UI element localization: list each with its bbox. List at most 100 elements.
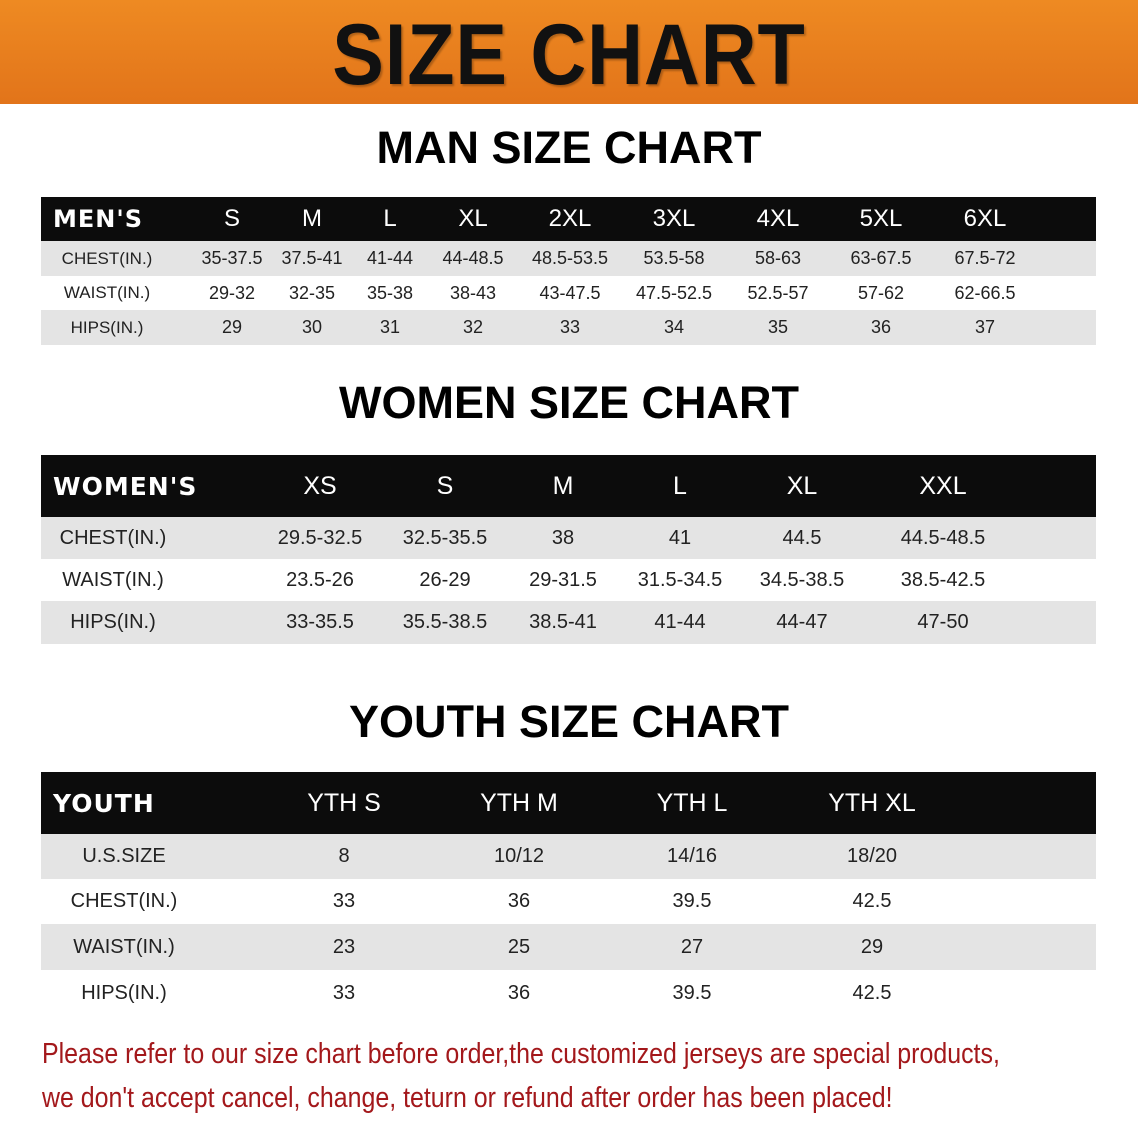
size-column-header: M bbox=[302, 205, 322, 232]
measurement-cell: 29 bbox=[221, 317, 243, 337]
measurement-cell: 53.5-58 bbox=[643, 248, 705, 268]
measurement-cell: 35 bbox=[767, 317, 789, 337]
measurement-cell: 30 bbox=[301, 317, 323, 337]
table-row: HIPS(IN.) 33-35.5 35.5-38.5 38.5-41 41-44 44-… bbox=[41, 601, 1096, 644]
notice-line-1: Please refer to our size chart before or… bbox=[42, 1038, 1000, 1070]
measurement-cell: 39.5 bbox=[672, 981, 712, 1004]
measurement-cell: 31 bbox=[379, 317, 401, 337]
measurement-cell: 38.5-42.5 bbox=[900, 568, 986, 591]
measurement-cell: 37.5-41 bbox=[281, 248, 343, 268]
row-label: CHEST(IN.) bbox=[70, 890, 178, 912]
row-label: HIPS(IN.) bbox=[81, 981, 167, 1004]
measurement-cell: 58-63 bbox=[754, 248, 802, 268]
measurement-cell: 33 bbox=[332, 981, 356, 1004]
notice-line-2: we don't accept cancel, change, teturn o… bbox=[42, 1082, 893, 1114]
table-row: HIPS(IN.) 29 30 31 32 33 34 35 36 37 bbox=[41, 310, 1096, 345]
table-header-label: MEN'S bbox=[53, 205, 143, 233]
size-column-header: YTH XL bbox=[828, 788, 916, 817]
measurement-cell: 35-37.5 bbox=[201, 248, 263, 268]
size-column-header: 5XL bbox=[859, 205, 903, 232]
table-row: CHEST(IN.) 29.5-32.5 32.5-35.5 38 41 44.5 44.5… bbox=[41, 517, 1096, 559]
measurement-cell: 57-62 bbox=[857, 282, 905, 303]
measurement-cell: 18/20 bbox=[846, 845, 898, 867]
banner-title: SIZE CHART bbox=[332, 7, 806, 103]
row-label: CHEST(IN.) bbox=[61, 248, 153, 268]
measurement-cell: 39.5 bbox=[672, 890, 712, 912]
row-label: U.S.SIZE bbox=[82, 845, 166, 867]
size-column-header: S bbox=[436, 471, 454, 500]
measurement-cell: 42.5 bbox=[852, 981, 892, 1004]
table-row: HIPS(IN.) 33 36 39.5 42.5 bbox=[41, 970, 1096, 1016]
row-label: HIPS(IN.) bbox=[70, 611, 156, 633]
table-header-label: YOUTH bbox=[53, 788, 155, 818]
size-column-header: YTH M bbox=[480, 788, 558, 817]
measurement-cell: 33-35.5 bbox=[286, 611, 354, 633]
measurement-cell: 41-44 bbox=[654, 611, 706, 633]
size-column-header: XL bbox=[458, 205, 488, 232]
size-column-header: S bbox=[223, 205, 241, 232]
size-column-header: YTH S bbox=[307, 788, 381, 817]
women-size-table: WOMEN'S XS S M L XL XXL CHEST(IN.) 29.5-32.5 32.5… bbox=[41, 455, 1096, 645]
youth-section-title: YOUTH SIZE CHART bbox=[348, 696, 789, 747]
youth-table-header: YOUTH YTH S YTH M YTH L YTH XL bbox=[41, 772, 1096, 834]
measurement-cell: 35.5-38.5 bbox=[402, 611, 488, 633]
row-label: WAIST(IN.) bbox=[63, 283, 151, 302]
measurement-cell: 42.5 bbox=[852, 890, 892, 912]
measurement-cell: 62-66.5 bbox=[954, 282, 1016, 303]
measurement-cell: 44-47 bbox=[776, 611, 828, 633]
measurement-cell: 29.5-32.5 bbox=[277, 526, 363, 549]
size-column-header: 4XL bbox=[756, 205, 800, 232]
table-row: CHEST(IN.) 35-37.5 37.5-41 41-44 44-48.5 48.5… bbox=[41, 241, 1096, 276]
size-column-header: XS bbox=[303, 471, 337, 500]
measurement-cell: 10/12 bbox=[493, 845, 545, 867]
measurement-cell: 31.5-34.5 bbox=[637, 568, 723, 591]
measurement-cell: 67.5-72 bbox=[954, 248, 1016, 268]
measurement-cell: 32-35 bbox=[288, 282, 336, 303]
row-label: WAIST(IN.) bbox=[62, 568, 164, 591]
measurement-cell: 38 bbox=[551, 526, 575, 549]
measurement-cell: 25 bbox=[507, 935, 531, 958]
measurement-cell: 14/16 bbox=[666, 845, 718, 867]
measurement-cell: 36 bbox=[507, 981, 531, 1004]
table-row: CHEST(IN.) 33 36 39.5 42.5 bbox=[41, 879, 1096, 924]
size-column-header: 2XL bbox=[548, 205, 592, 232]
table-row: U.S.SIZE 8 10/12 14/16 18/20 bbox=[41, 834, 1096, 879]
measurement-cell: 44.5-48.5 bbox=[900, 526, 986, 549]
table-header-label: WOMEN'S bbox=[53, 471, 198, 501]
women-section-title: WOMEN SIZE CHART bbox=[339, 377, 799, 428]
measurement-cell: 36 bbox=[870, 317, 892, 337]
size-column-header: L bbox=[383, 205, 397, 232]
measurement-cell: 32.5-35.5 bbox=[402, 526, 488, 549]
size-column-header: XL bbox=[786, 471, 818, 500]
measurement-cell: 27 bbox=[680, 935, 704, 958]
measurement-cell: 52.5-57 bbox=[747, 282, 809, 303]
men-section-title: MAN SIZE CHART bbox=[376, 122, 762, 173]
measurement-cell: 43-47.5 bbox=[539, 282, 601, 303]
measurement-cell: 26-29 bbox=[419, 568, 471, 591]
measurement-cell: 35-38 bbox=[366, 282, 414, 303]
measurement-cell: 44.5 bbox=[782, 526, 822, 549]
table-row: WAIST(IN.) 23 25 27 29 bbox=[41, 924, 1096, 970]
measurement-cell: 34 bbox=[663, 317, 685, 337]
men-table-header: MEN'S S M L XL 2XL 3XL 4XL 5XL 6XL bbox=[41, 197, 1096, 241]
row-label: CHEST(IN.) bbox=[59, 526, 167, 549]
measurement-cell: 47.5-52.5 bbox=[635, 282, 713, 303]
measurement-cell: 44-48.5 bbox=[442, 248, 504, 268]
men-size-table: MEN'S S M L XL 2XL 3XL 4XL 5XL 6XL CHEST(IN.) 35-37… bbox=[41, 197, 1096, 346]
row-label: WAIST(IN.) bbox=[73, 935, 175, 958]
table-row: WAIST(IN.) 29-32 32-35 35-38 38-43 43-47.5 47.… bbox=[41, 276, 1096, 310]
measurement-cell: 41-44 bbox=[366, 248, 414, 268]
row-label: HIPS(IN.) bbox=[70, 317, 144, 337]
table-row: WAIST(IN.) 23.5-26 26-29 29-31.5 31.5-34.5 34… bbox=[41, 559, 1096, 601]
measurement-cell: 41 bbox=[668, 526, 692, 549]
measurement-cell: 63-67.5 bbox=[850, 248, 912, 268]
measurement-cell: 37 bbox=[974, 317, 996, 337]
header-banner: SIZE CHART bbox=[0, 0, 1138, 104]
size-column-header: L bbox=[673, 471, 687, 500]
size-column-header: YTH L bbox=[656, 788, 728, 817]
measurement-cell: 33 bbox=[332, 890, 356, 912]
measurement-cell: 23.5-26 bbox=[286, 568, 354, 591]
measurement-cell: 47-50 bbox=[917, 611, 969, 633]
size-column-header: M bbox=[552, 471, 574, 500]
measurement-cell: 29 bbox=[860, 935, 884, 958]
